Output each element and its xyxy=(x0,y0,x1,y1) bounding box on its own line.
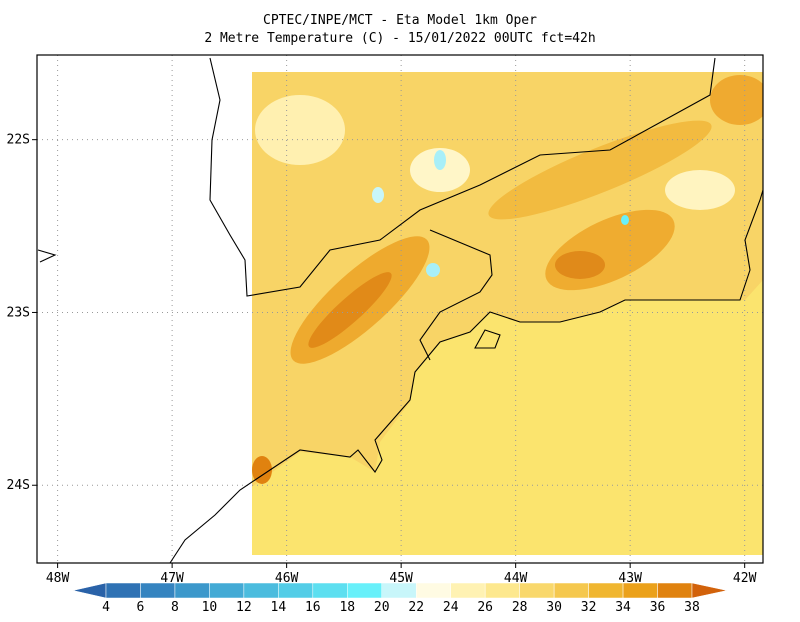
cool-zone xyxy=(665,170,735,210)
colorbar-label: 34 xyxy=(615,600,631,615)
hot-ridge xyxy=(308,272,392,348)
colorbar-box xyxy=(312,582,348,599)
warm-ne xyxy=(710,75,763,125)
colorbar-box xyxy=(105,582,141,599)
lat-tick-label: 23S xyxy=(7,305,30,320)
colorbar-label: 10 xyxy=(202,600,218,615)
colorbar-box xyxy=(381,582,417,599)
lat-tick-label: 24S xyxy=(7,478,30,493)
colorbar-label: 6 xyxy=(137,600,145,615)
colorbar-arrow-high xyxy=(691,582,728,599)
cool-spot xyxy=(426,263,440,277)
title: CPTEC/INPE/MCT - Eta Model 1km Oper xyxy=(263,13,537,28)
cool-spot xyxy=(372,187,384,203)
colorbar-box xyxy=(140,582,176,599)
colorbar-label: 8 xyxy=(171,600,179,615)
colorbar-box xyxy=(484,582,520,599)
temperature-field xyxy=(252,72,763,555)
colorbar-label: 24 xyxy=(443,600,459,615)
colorbar-box xyxy=(519,582,555,599)
colorbar-box xyxy=(174,582,210,599)
colorbar-box xyxy=(450,582,486,599)
map-frame xyxy=(36,54,764,564)
colorbar-box xyxy=(553,582,589,599)
lon-tick-label: 46W xyxy=(275,571,299,586)
colorbar-label: 16 xyxy=(305,600,321,615)
colorbar-box xyxy=(588,582,624,599)
cool-spot xyxy=(621,215,629,225)
colorbar-label: 38 xyxy=(684,600,700,615)
graticule: 48W 47W 46W 45W 44W 43W 42W 22S 23S 24S xyxy=(7,55,763,586)
lon-tick-label: 48W xyxy=(46,571,70,586)
subtitle: 2 Metre Temperature (C) - 15/01/2022 00U… xyxy=(204,31,595,46)
colorbar-box xyxy=(347,582,383,599)
lon-tick-label: 44W xyxy=(504,571,528,586)
colorbar-label: 14 xyxy=(271,600,287,615)
lat-tick-label: 22S xyxy=(7,133,30,148)
colorbar-box xyxy=(278,582,314,599)
colorbar-box xyxy=(415,582,451,599)
island xyxy=(37,249,501,349)
coastline xyxy=(169,189,764,564)
colorbar-label: 20 xyxy=(374,600,390,615)
hot-spot xyxy=(252,456,272,484)
lon-tick-label: 42W xyxy=(733,571,757,586)
colorbar-label: 26 xyxy=(477,600,493,615)
hot-zone xyxy=(555,251,605,279)
colorbar-box xyxy=(657,582,693,599)
colorbar-label: 22 xyxy=(408,600,424,615)
state-border xyxy=(209,57,716,297)
colorbar-label: 12 xyxy=(236,600,252,615)
colorbar-arrow-low xyxy=(72,582,107,599)
warm-valley xyxy=(488,120,712,220)
lon-tick-label: 47W xyxy=(160,571,184,586)
cool-zone xyxy=(255,95,345,165)
lon-tick-label: 43W xyxy=(618,571,642,586)
colorbar-box xyxy=(209,582,245,599)
state-border xyxy=(419,229,493,361)
colorbar-label: 30 xyxy=(546,600,562,615)
colorbar-box xyxy=(243,582,279,599)
colorbar-label: 4 xyxy=(102,600,110,615)
cool-spot xyxy=(434,150,446,170)
colorbar-box xyxy=(622,582,658,599)
lon-tick-label: 45W xyxy=(389,571,413,586)
colorbar: 4 6 8 10 12 14 16 18 20 22 24 26 28 30 32 34 36 38 xyxy=(72,582,728,615)
colorbar-label: 32 xyxy=(581,600,597,615)
colorbar-label: 28 xyxy=(512,600,528,615)
colorbar-label: 18 xyxy=(339,600,355,615)
colorbar-label: 36 xyxy=(650,600,666,615)
